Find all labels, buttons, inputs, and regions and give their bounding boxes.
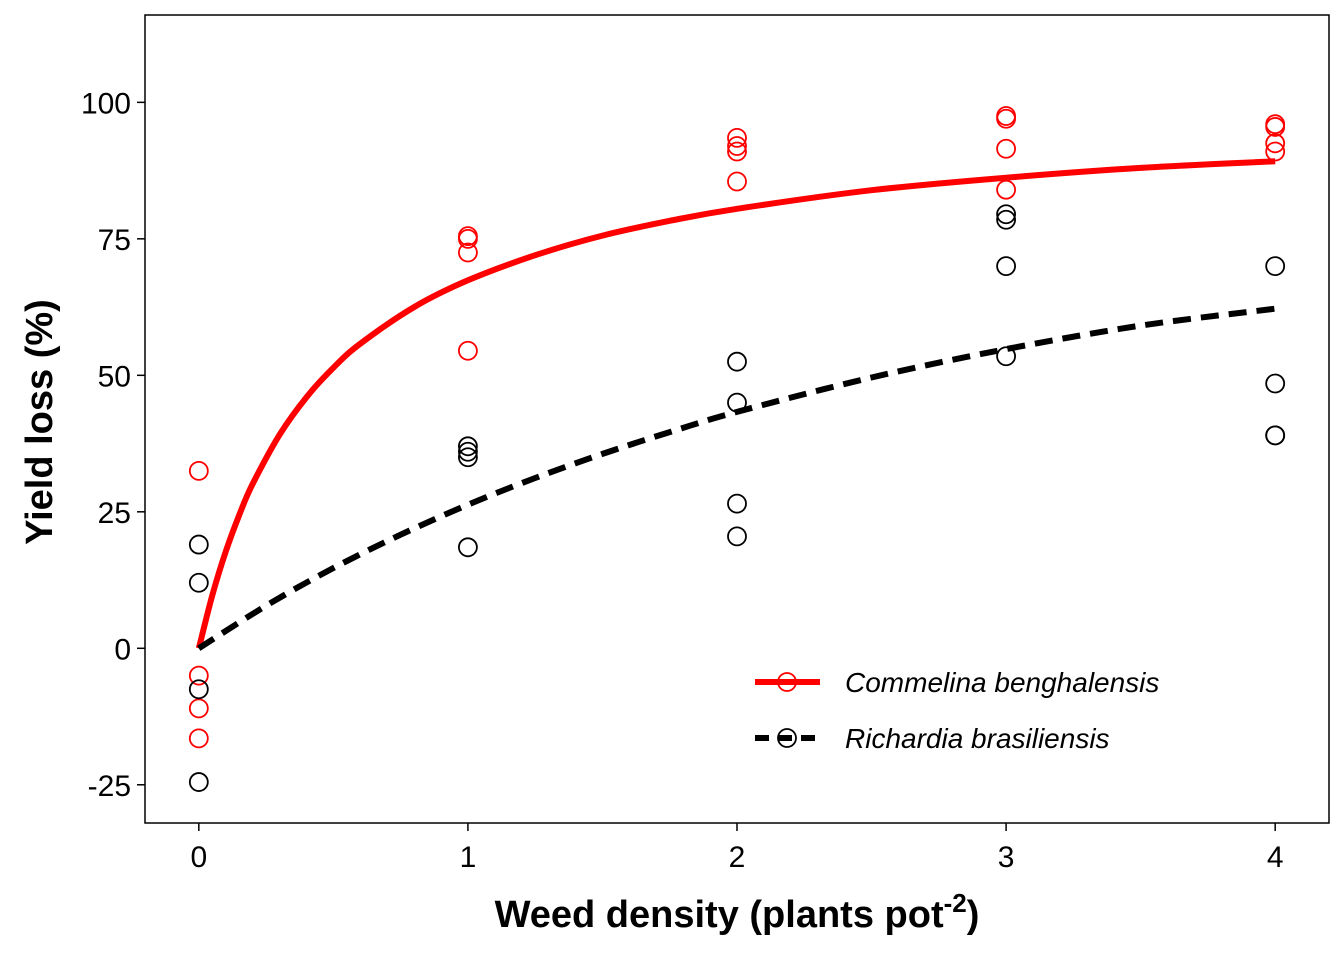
- x-axis-title-superscript: -2: [944, 888, 967, 918]
- data-point-series-2: [996, 346, 1016, 367]
- data-point-series-2: [188, 679, 209, 700]
- y-tick-label: 75: [98, 224, 131, 257]
- legend-label-series-1: Commelina benghalensis: [845, 667, 1159, 698]
- y-tick-label: 25: [98, 497, 131, 530]
- fit-curve-series-2: [197, 305, 1276, 651]
- y-tick-label: 50: [98, 360, 131, 393]
- data-point-series-1: [996, 138, 1016, 159]
- data-point-series-1: [188, 698, 209, 719]
- legend-label-series-2: Richardia brasiliensis: [845, 723, 1110, 754]
- x-tick-label: 0: [190, 841, 207, 874]
- x-tick-label: 4: [1267, 841, 1284, 874]
- data-point-series-2: [1265, 425, 1286, 446]
- y-tick-label: 100: [81, 87, 131, 120]
- data-point-series-1: [1265, 117, 1286, 137]
- x-tick-label: 3: [998, 841, 1015, 874]
- data-point-series-1: [727, 127, 747, 148]
- data-point-series-1: [727, 141, 747, 162]
- x-axis: 0 1 2 3 4: [190, 823, 1284, 874]
- data-point-series-1: [1265, 133, 1286, 154]
- data-point-series-1: [458, 228, 478, 249]
- x-axis-title: Weed density (plants pot-2): [495, 888, 980, 936]
- legend: Commelina benghalensis Richardia brasilie…: [755, 667, 1159, 754]
- data-point-series-2: [727, 526, 747, 547]
- data-point-series-2: [458, 436, 478, 457]
- x-tick-label: 1: [460, 841, 477, 874]
- data-point-series-1: [996, 179, 1016, 200]
- data-point-series-1: [188, 460, 209, 481]
- data-point-series-2: [188, 772, 209, 792]
- y-tick-label: 0: [114, 633, 131, 666]
- data-point-series-1: [188, 728, 209, 749]
- x-axis-title-suffix: ): [967, 894, 980, 936]
- data-point-series-1: [458, 340, 478, 361]
- x-axis-title-main: Weed density (plants pot: [495, 894, 944, 936]
- data-point-series-2: [188, 534, 209, 555]
- y-tick-label: -25: [88, 770, 131, 803]
- data-point-series-2: [996, 204, 1016, 225]
- y-axis: -25 0 25 50 75 100: [81, 87, 145, 803]
- data-point-series-2: [1265, 256, 1286, 277]
- data-point-series-2: [1265, 373, 1286, 394]
- x-tick-label: 2: [729, 841, 746, 874]
- data-point-series-1: [996, 108, 1016, 129]
- legend-marker-series-1: [777, 672, 797, 692]
- data-point-series-1: [458, 242, 478, 263]
- data-point-series-1: [727, 136, 747, 156]
- data-point-series-2: [727, 493, 747, 514]
- data-point-series-2: [727, 351, 747, 372]
- legend-marker-series-2: [777, 728, 797, 748]
- data-point-series-1: [188, 665, 209, 686]
- data-point-series-2: [188, 572, 209, 593]
- data-point-series-2: [458, 447, 478, 468]
- data-point-series-2: [458, 441, 478, 462]
- data-point-series-1: [727, 171, 747, 192]
- data-point-series-2: [996, 209, 1016, 230]
- data-point-series-1: [1265, 141, 1286, 162]
- data-points: [188, 106, 1286, 792]
- fit-curves: [195, 158, 1276, 651]
- data-point-series-2: [996, 256, 1016, 277]
- y-axis-title: Yield loss (%): [19, 299, 61, 545]
- fit-curve-series-1: [195, 158, 1276, 650]
- data-point-series-2: [458, 537, 478, 558]
